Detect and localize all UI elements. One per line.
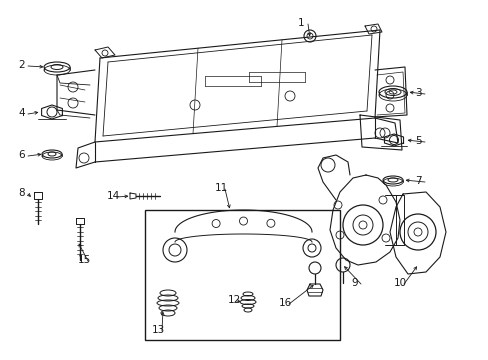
Text: 8: 8: [18, 188, 24, 198]
Text: 9: 9: [350, 278, 357, 288]
Text: 16: 16: [279, 298, 292, 308]
Text: 2: 2: [18, 60, 24, 70]
Text: 11: 11: [215, 183, 228, 193]
Text: 14: 14: [107, 191, 120, 201]
Text: 6: 6: [18, 150, 24, 160]
Bar: [145, 210, 339, 340]
Text: 5: 5: [414, 136, 421, 146]
Text: 7: 7: [414, 176, 421, 186]
Text: 4: 4: [18, 108, 24, 118]
Text: 12: 12: [227, 295, 241, 305]
Text: 13: 13: [152, 325, 165, 335]
Text: 15: 15: [78, 255, 91, 265]
Text: 1: 1: [297, 18, 304, 28]
Text: 3: 3: [414, 88, 421, 98]
Text: 10: 10: [393, 278, 407, 288]
